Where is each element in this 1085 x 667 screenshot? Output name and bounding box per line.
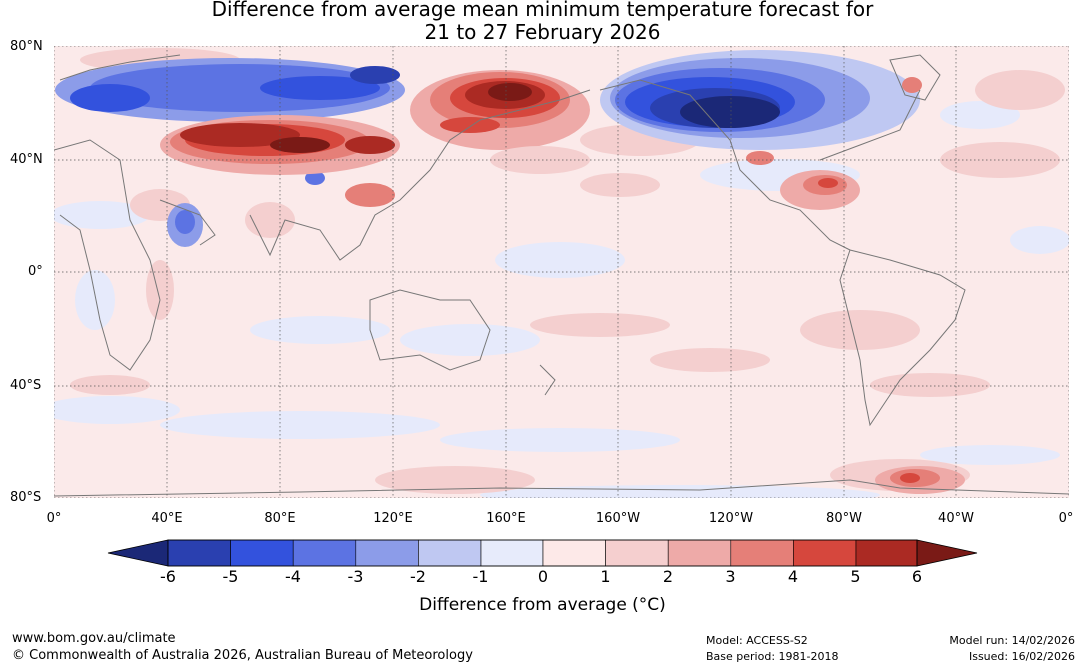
colorbar-segment — [355, 539, 419, 567]
colorbar-tick: 1 — [600, 567, 611, 586]
lon-label-40e: 40°E — [151, 511, 183, 526]
lat-label-0: 0° — [28, 264, 43, 279]
colorbar-tick: 4 — [787, 567, 799, 586]
colorbar-segment — [730, 539, 794, 567]
lon-label-80w: 80°W — [826, 511, 862, 526]
colorbar-tick: 2 — [662, 567, 674, 586]
greenland-warm-anomaly — [902, 77, 922, 93]
lon-label-0-east: 0° — [1058, 511, 1074, 526]
lon-label-160w: 160°W — [595, 511, 641, 526]
lat-label-40n: 40°N — [10, 152, 43, 167]
lon-label-80e: 80°E — [264, 511, 296, 526]
colorbar-segment — [167, 539, 231, 567]
colorbar-segment — [292, 539, 357, 567]
footer-model: Model: ACCESS-S2 — [706, 634, 808, 647]
title-line-2: 21 to 27 February 2026 — [424, 20, 661, 44]
colorbar-segment — [855, 539, 918, 567]
lon-label-120e: 120°E — [373, 511, 413, 526]
us-southeast-warm-anomaly — [746, 151, 860, 210]
colorbar-segment — [605, 539, 669, 567]
colorbar — [107, 539, 978, 567]
colorbar-segment — [230, 539, 294, 567]
colorbar-tick: 6 — [911, 567, 923, 586]
colorbar-tick: -4 — [285, 567, 301, 586]
antarctic-warm-anomaly — [875, 466, 965, 494]
gridlines — [54, 46, 1069, 498]
footer-issued: Issued: 16/02/2026 — [968, 650, 1075, 663]
coastlines — [54, 54, 1069, 497]
lon-label-160e: 160°E — [486, 511, 526, 526]
colorbar-tick: 3 — [725, 567, 736, 586]
east-siberia-warm-anomaly — [410, 70, 590, 174]
colorbar-segment — [542, 539, 606, 567]
colorbar-tick: -5 — [222, 567, 239, 586]
colorbar-segment-below-min — [107, 539, 169, 567]
colorbar-segment-above-max — [916, 539, 978, 567]
colorbar-tick: 0 — [537, 567, 549, 586]
lat-label-80n: 80°N — [10, 39, 43, 54]
colorbar-title: Difference from average (°C) — [419, 595, 666, 615]
colorbar-segment — [667, 539, 732, 567]
lat-label-40s: 40°S — [10, 378, 42, 393]
colorbar-tick: -6 — [160, 567, 176, 586]
title-line-1: Difference from average mean minimum tem… — [211, 0, 874, 21]
colorbar-segment — [480, 539, 544, 567]
lon-label-40w: 40°W — [938, 511, 974, 526]
colorbar-tick: -1 — [472, 567, 489, 586]
colorbar-segment — [793, 539, 857, 567]
lon-label-0: 0° — [46, 511, 62, 526]
colorbar-tick: 5 — [850, 567, 861, 586]
colorbar-segment — [418, 539, 482, 567]
footer-website: www.bom.gov.au/climate — [12, 631, 176, 646]
anomaly-map — [54, 46, 1069, 498]
footer-copyright: © Commonwealth of Australia 2026, Austra… — [12, 648, 473, 663]
lon-label-120w: 120°W — [708, 511, 754, 526]
lat-label-80s: 80°S — [10, 490, 42, 505]
footer-base-period: Base period: 1981-2018 — [706, 650, 839, 663]
colorbar-tick: -3 — [347, 567, 364, 586]
footer-model-run: Model run: 14/02/2026 — [949, 634, 1075, 647]
cool-anomaly-light — [54, 101, 1069, 498]
eurasia-cool-anomaly — [55, 58, 405, 247]
north-america-cool-anomaly — [600, 50, 920, 150]
colorbar-tick: -2 — [410, 567, 426, 586]
colorbar-frame — [167, 539, 918, 567]
central-asia-warm-anomaly — [160, 115, 400, 207]
